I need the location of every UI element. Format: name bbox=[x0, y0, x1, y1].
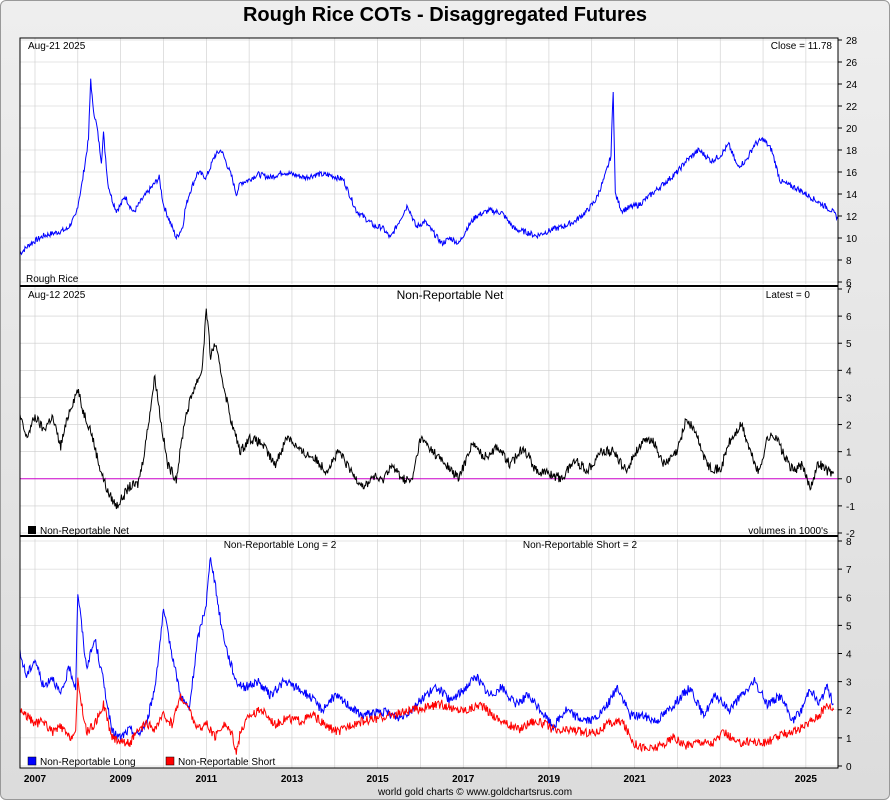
x-tick-label: 2023 bbox=[709, 774, 732, 785]
x-tick-label: 2017 bbox=[452, 774, 475, 785]
y-tick-label: 12 bbox=[846, 212, 858, 223]
net-legend-label: Non-Reportable Net bbox=[40, 526, 129, 537]
price-legend-label: Rough Rice bbox=[26, 274, 79, 285]
y-tick-label: 16 bbox=[846, 168, 858, 179]
y-tick-label: 7 bbox=[846, 565, 852, 576]
long-legend-swatch bbox=[27, 756, 37, 766]
series-lines bbox=[19, 78, 839, 755]
y-tick-label: 20 bbox=[846, 124, 858, 135]
y-tick-label: 24 bbox=[846, 80, 858, 91]
y-tick-label: 28 bbox=[846, 36, 858, 47]
x-tick-label: 2015 bbox=[366, 774, 389, 785]
y-tick-label: -2 bbox=[846, 529, 855, 540]
x-tick-label: 2011 bbox=[195, 774, 217, 785]
net-date-label: Aug-12 2025 bbox=[28, 290, 86, 301]
net-legend-swatch bbox=[28, 526, 36, 534]
y-tick-label: 10 bbox=[846, 234, 858, 245]
long-legend-label: Non-Reportable Long bbox=[40, 757, 136, 768]
y-tick-label: 0 bbox=[846, 762, 852, 773]
y-tick-label: -1 bbox=[846, 502, 855, 513]
gridlines bbox=[20, 38, 838, 768]
net-panel-title: Non-Reportable Net bbox=[397, 288, 504, 302]
price-panel bbox=[20, 38, 838, 285]
y-tick-label: 14 bbox=[846, 190, 858, 201]
y-tick-label: 1 bbox=[846, 448, 852, 459]
y-tick-label: 6 bbox=[846, 593, 852, 604]
x-tick-label: 2021 bbox=[623, 774, 646, 785]
non-reportable-short-line bbox=[19, 677, 835, 755]
y-tick-label: 6 bbox=[846, 278, 852, 289]
y-tick-label: 26 bbox=[846, 58, 858, 69]
x-tick-label: 2009 bbox=[110, 774, 133, 785]
x-tick-label: 2013 bbox=[281, 774, 304, 785]
y-tick-label: 3 bbox=[846, 393, 852, 404]
y-tick-label: 7 bbox=[846, 285, 852, 296]
y-tick-label: 4 bbox=[846, 650, 852, 661]
y-tick-label: 6 bbox=[846, 312, 852, 323]
x-tick-label: 2019 bbox=[538, 774, 561, 785]
y-tick-label: 22 bbox=[846, 102, 858, 113]
y-tick-label: 8 bbox=[846, 256, 852, 267]
price-close-label: Close = 11.78 bbox=[771, 41, 833, 52]
y-tick-label: 0 bbox=[846, 475, 852, 486]
x-tick-label: 2007 bbox=[24, 774, 47, 785]
rough-rice-line bbox=[19, 78, 839, 256]
y-tick-label: 5 bbox=[846, 339, 852, 350]
y-tick-label: 4 bbox=[846, 366, 852, 377]
short-legend-label: Non-Reportable Short bbox=[178, 757, 275, 768]
price-date-label: Aug-21 2025 bbox=[28, 41, 86, 52]
y-tick-label: 18 bbox=[846, 146, 858, 157]
net-panel bbox=[20, 287, 838, 535]
non-reportable-long-line bbox=[19, 557, 834, 741]
axes: 2007 2009 2011 2013 2015 2017 2019 2021 2023 2025… bbox=[24, 36, 858, 785]
volumes-note: volumes in 1000's bbox=[748, 526, 828, 537]
y-tick-label: 1 bbox=[846, 734, 852, 745]
y-tick-label: 2 bbox=[846, 706, 852, 717]
chart-title: Rough Rice COTs - Disaggregated Futures bbox=[242, 4, 648, 26]
x-tick-label: 2025 bbox=[795, 774, 818, 785]
y-tick-label: 3 bbox=[846, 678, 852, 689]
plot-border bbox=[19, 37, 839, 769]
long-latest-label: Non-Reportable Long = 2 bbox=[224, 540, 337, 551]
y-tick-label: 2 bbox=[846, 421, 852, 432]
footer-credit: world gold charts © www.goldchartsrus.co… bbox=[377, 787, 572, 798]
y-tick-label: 8 bbox=[846, 537, 852, 548]
net-latest-label: Latest = 0 bbox=[766, 290, 811, 301]
y-tick-label: 5 bbox=[846, 621, 852, 632]
short-latest-label: Non-Reportable Short = 2 bbox=[523, 540, 638, 551]
long-short-panel bbox=[20, 537, 838, 768]
non-reportable-net-line bbox=[19, 308, 835, 510]
short-legend-swatch bbox=[165, 756, 175, 766]
